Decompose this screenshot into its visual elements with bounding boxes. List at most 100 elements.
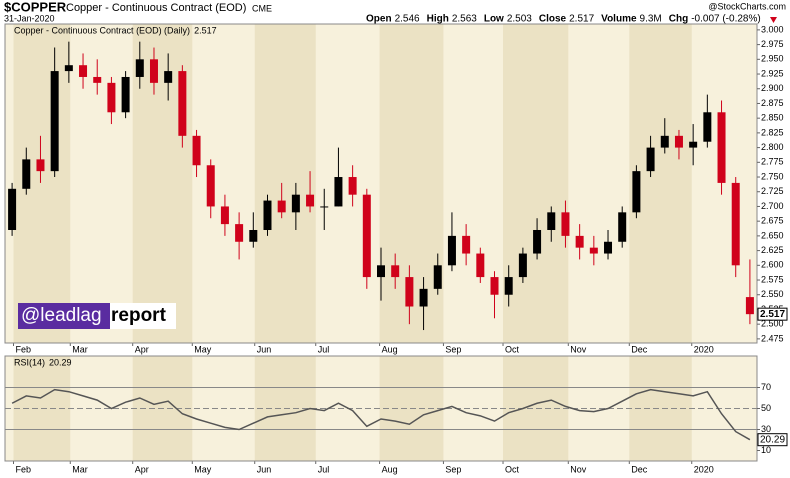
price-panel: Feb Mar Apr May Jun Jul Aug Sep Oct Nov Dec 2020 2.4… — [4, 23, 788, 354]
candle-body — [632, 171, 641, 213]
y-tick-label: 2.550 — [761, 289, 784, 299]
rsi-line — [11, 388, 751, 441]
candle-body — [462, 235, 471, 254]
y-tick-label: 2.650 — [761, 230, 784, 240]
x-tick-label: May — [194, 464, 212, 474]
x-tick-label: 2020 — [694, 344, 714, 354]
y-tick-label: 2.625 — [761, 245, 784, 255]
y-tick-label: 2.925 — [761, 68, 784, 78]
candle-body — [263, 200, 272, 230]
chg-label: Chg — [669, 14, 688, 25]
y-tick-label: 70 — [761, 382, 771, 392]
candle-body — [249, 229, 258, 242]
last-value: 20.29 — [760, 434, 785, 445]
candle-body — [93, 76, 102, 83]
candle-body — [660, 135, 669, 148]
symbol: $COPPER — [4, 0, 67, 14]
x-tick-label: Dec — [631, 464, 648, 474]
x-tick-label: Oct — [505, 344, 520, 354]
candle-body — [64, 65, 73, 72]
high-label: High — [427, 14, 449, 25]
y-tick-label: 2.850 — [761, 113, 784, 123]
candle-body — [561, 212, 570, 236]
candle-body — [731, 182, 740, 266]
y-tick-label: 2.700 — [761, 201, 784, 211]
candle-body — [618, 212, 627, 242]
last-box — [757, 433, 788, 447]
candle-body — [589, 247, 598, 254]
y-tick-label: 50 — [761, 403, 771, 413]
low: 2.503 — [507, 14, 532, 25]
close: 2.517 — [569, 14, 594, 25]
month-band — [503, 24, 569, 343]
candle-body — [433, 265, 442, 289]
x-tick-label: Jun — [257, 464, 272, 474]
candle-body — [206, 165, 215, 207]
y-tick-label: 2.575 — [761, 274, 784, 284]
panel-last: 2.517 — [194, 25, 217, 35]
x-tick-label: Aug — [382, 344, 398, 354]
x-tick-label: Nov — [570, 464, 587, 474]
candle-body — [604, 241, 613, 254]
y-tick-label: 2.975 — [761, 39, 784, 49]
x-tick-label: Jul — [318, 464, 330, 474]
x-tick-label: Dec — [631, 344, 648, 354]
x-tick-label: Feb — [16, 464, 32, 474]
candle-body — [320, 206, 329, 208]
candle-body — [447, 235, 456, 266]
open: 2.546 — [395, 14, 420, 25]
candle-body — [547, 212, 556, 230]
candle-body — [135, 59, 144, 77]
candle-body — [717, 112, 726, 183]
source: @StockCharts.com — [708, 1, 786, 11]
candle-body — [192, 135, 201, 166]
close-label: Close — [539, 14, 567, 25]
panel-title: Copper - Continuous Contract (EOD) (Dail… — [14, 25, 190, 35]
candle-body — [504, 277, 513, 295]
x-tick-label: Jul — [318, 344, 330, 354]
last-box — [757, 307, 788, 321]
x-tick-label: Sep — [445, 344, 461, 354]
y-tick-label: 2.600 — [761, 260, 784, 270]
candle-body — [646, 147, 655, 172]
candle-body — [277, 200, 286, 213]
candle-body — [745, 297, 754, 315]
candle-body — [149, 59, 158, 83]
x-tick-label: Sep — [445, 464, 461, 474]
high: 2.563 — [452, 14, 477, 25]
candle-body — [178, 71, 187, 136]
logo-left-bg — [18, 303, 110, 329]
x-tick-label: Oct — [505, 464, 520, 474]
volume: 9.3M — [640, 14, 662, 25]
panel-last: 20.29 — [49, 357, 72, 367]
month-band — [254, 24, 316, 343]
logo-right-bg — [110, 303, 176, 329]
open-label: Open — [366, 14, 392, 25]
candle-body — [306, 194, 315, 207]
y-tick-label: 10 — [761, 445, 771, 455]
instrument: Copper - Continuous Contract (EOD) — [66, 2, 246, 14]
x-tick-label: Mar — [72, 464, 88, 474]
y-tick-label: 2.500 — [761, 319, 784, 329]
x-tick-label: Nov — [570, 344, 587, 354]
chg: -0.007 (-0.28%) — [691, 14, 760, 25]
logo: @leadlag report — [18, 303, 176, 329]
x-tick-label: Mar — [72, 344, 88, 354]
low-label: Low — [484, 14, 504, 25]
candle-body — [121, 76, 130, 113]
down-arrow — [770, 17, 777, 23]
last-value: 2.517 — [760, 309, 785, 320]
x-tick-label: Aug — [382, 464, 398, 474]
candle-body — [689, 141, 698, 148]
candle-body — [220, 206, 229, 225]
y-tick-label: 2.750 — [761, 171, 784, 181]
candle-body — [8, 188, 17, 230]
date: 31-Jan-2020 — [4, 13, 55, 23]
candle-body — [22, 159, 31, 189]
x-tick-label: Apr — [135, 344, 149, 354]
candle-body — [334, 177, 343, 207]
logo-left: @leadlag — [21, 305, 102, 326]
candle-body — [235, 224, 244, 242]
